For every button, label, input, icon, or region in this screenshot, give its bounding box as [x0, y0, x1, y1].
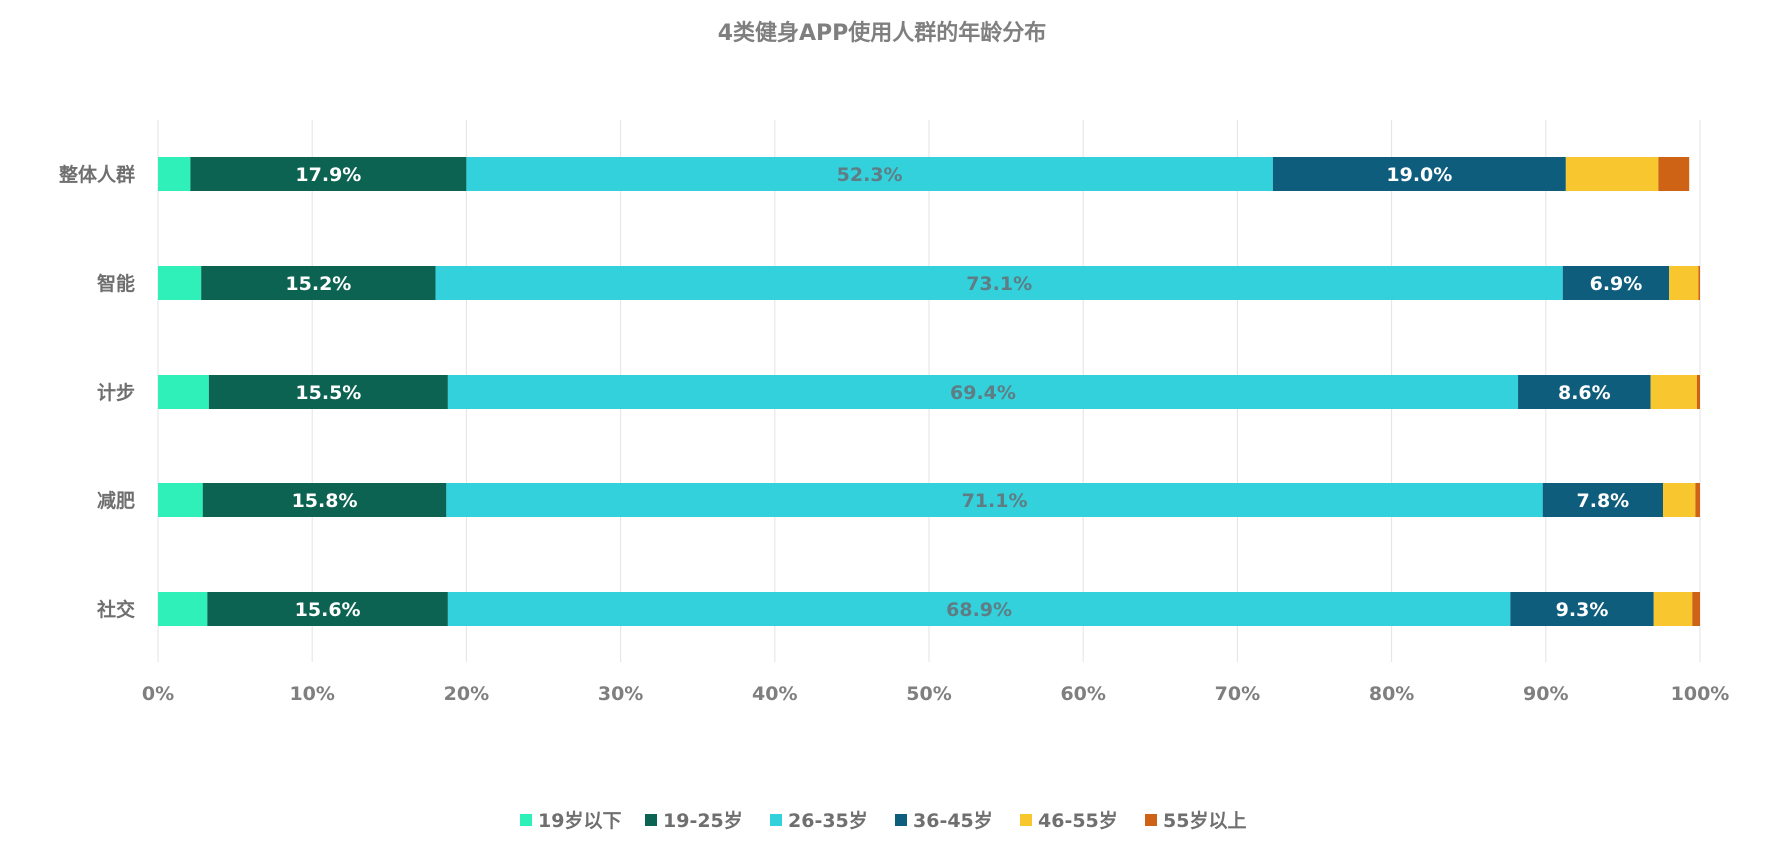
bar-segment	[190, 157, 467, 191]
bar-segment	[1542, 483, 1663, 517]
legend-label: 46-55岁	[1038, 809, 1118, 832]
category-label: 智能	[97, 272, 135, 295]
data-label: 8.6%	[1558, 382, 1611, 404]
data-label: 15.8%	[292, 490, 358, 512]
data-label: 69.4%	[950, 382, 1016, 404]
bar-segment	[158, 483, 203, 517]
bar-segment	[158, 375, 209, 409]
legend-swatch	[1020, 814, 1032, 826]
legend-label: 36-45岁	[913, 809, 993, 832]
bar-segment	[158, 592, 208, 626]
data-label: 15.6%	[295, 599, 361, 621]
bar-segment	[1510, 592, 1654, 626]
legend-label: 19岁以下	[538, 809, 621, 832]
bar-segment	[466, 157, 1273, 191]
bar-segment	[1662, 483, 1696, 517]
chart-title: 4类健身APP使用人群的年龄分布	[718, 20, 1047, 46]
legend-label: 19-25岁	[663, 809, 743, 832]
x-tick-label: 70%	[1215, 683, 1260, 705]
bars	[158, 157, 1700, 626]
bar-segment	[1658, 157, 1690, 191]
bar-segment	[1669, 266, 1699, 300]
category-label: 减肥	[97, 489, 135, 512]
data-labels: 17.9% 52.3% 19.0% 15.2% 73.1% 6.9% 15.5% 69.4% 8…	[285, 164, 1642, 621]
x-tick-label: 60%	[1060, 683, 1105, 705]
bar-segment	[1565, 157, 1659, 191]
bar-segment	[158, 266, 202, 300]
bar-segment	[1696, 375, 1700, 409]
bar-segment	[1272, 157, 1566, 191]
data-label: 7.8%	[1577, 490, 1630, 512]
bar-segment	[446, 483, 1543, 517]
x-tick-label: 50%	[906, 683, 951, 705]
category-label: 整体人群	[59, 163, 135, 186]
x-tick-label: 30%	[598, 683, 643, 705]
bar-segment	[1650, 375, 1697, 409]
bar-segment	[158, 157, 191, 191]
data-label: 71.1%	[962, 490, 1028, 512]
x-tick-label: 100%	[1671, 683, 1730, 705]
legend: 19岁以下 19-25岁 26-35岁 36-45岁 46-55岁 55岁以上	[520, 809, 1246, 832]
bar-segment	[202, 483, 447, 517]
bar-segment	[1698, 266, 1700, 300]
legend-swatch	[770, 814, 782, 826]
legend-label: 55岁以上	[1163, 809, 1246, 832]
bar-segment	[1562, 266, 1670, 300]
data-label: 73.1%	[966, 273, 1032, 295]
category-label: 社交	[96, 598, 135, 621]
data-label: 15.2%	[285, 273, 351, 295]
x-tick-label: 90%	[1523, 683, 1568, 705]
category-label: 计步	[97, 382, 135, 404]
x-tick-label: 10%	[289, 683, 334, 705]
bar-segment	[447, 375, 1519, 409]
data-label: 6.9%	[1590, 273, 1643, 295]
bar-segment	[208, 375, 448, 409]
bar-segment	[1653, 592, 1693, 626]
x-tick-label: 40%	[752, 683, 797, 705]
legend-swatch	[1145, 814, 1157, 826]
data-label: 9.3%	[1556, 599, 1609, 621]
bar-segment	[435, 266, 1563, 300]
data-label: 19.0%	[1386, 164, 1452, 186]
legend-label: 26-35岁	[788, 809, 868, 832]
data-label: 68.9%	[946, 599, 1012, 621]
bar-segment	[207, 592, 448, 626]
bar-segment	[1692, 592, 1700, 626]
bar-segment	[201, 266, 436, 300]
legend-swatch	[895, 814, 907, 826]
x-tick-label: 80%	[1369, 683, 1414, 705]
x-tick-label: 20%	[444, 683, 489, 705]
bar-segment	[1695, 483, 1700, 517]
value-axis: 0% 10% 20% 30% 40% 50% 60% 70% 80% 90% 100%	[142, 683, 1729, 705]
bar-segment	[447, 592, 1511, 626]
legend-swatch	[520, 814, 532, 826]
data-label: 52.3%	[837, 164, 903, 186]
legend-swatch	[645, 814, 657, 826]
data-label: 15.5%	[295, 382, 361, 404]
data-label: 17.9%	[295, 164, 361, 186]
bar-segment	[1518, 375, 1651, 409]
x-tick-label: 0%	[142, 683, 174, 705]
